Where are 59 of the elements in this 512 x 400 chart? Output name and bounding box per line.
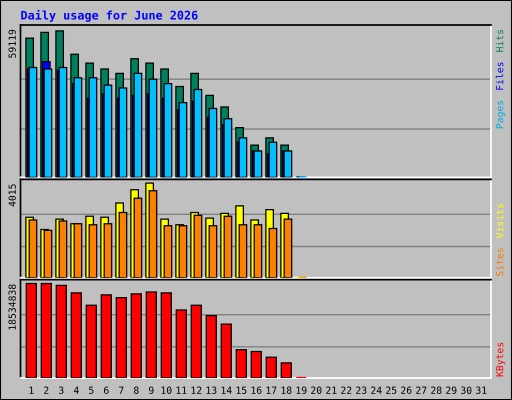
x-tick-label: 18 <box>282 386 292 394</box>
x-tick-label: 17 <box>266 386 276 394</box>
x-tick-label: 16 <box>252 386 262 394</box>
bar <box>250 350 262 378</box>
bar <box>40 282 52 378</box>
x-tick-label: 29 <box>446 386 456 394</box>
text: Visits <box>496 204 504 238</box>
x-tick-label: 23 <box>356 386 366 394</box>
x-tick-label: 9 <box>148 386 154 394</box>
x-tick-label: 10 <box>162 386 172 394</box>
text: Hits <box>496 30 504 52</box>
bar <box>280 362 292 378</box>
text: Files <box>496 62 504 90</box>
x-tick-label: 22 <box>341 386 352 394</box>
x-tick-label: 27 <box>416 386 426 394</box>
bar <box>86 304 97 378</box>
x-tick-label: 2 <box>44 386 48 394</box>
x-tick-label: 1 <box>30 386 34 394</box>
text: KBytes <box>496 342 506 376</box>
bar <box>56 284 67 378</box>
x-tick-label: 24 <box>371 386 382 394</box>
bar <box>130 293 142 378</box>
bar <box>146 291 157 378</box>
x-tick-label: 21 <box>326 386 336 394</box>
x-tick-label: 25 <box>386 386 396 394</box>
x-tick-label: 13 <box>206 386 216 394</box>
x-tick-label: 6 <box>104 386 109 394</box>
text: 18534838 <box>8 284 16 330</box>
x-tick-label: 28 <box>431 386 442 394</box>
x-tick-label: 5 <box>89 386 94 394</box>
x-tick-label: 7 <box>119 386 124 394</box>
bar <box>176 309 187 378</box>
text: Sites <box>496 248 504 276</box>
bar <box>116 297 127 378</box>
bar <box>190 304 202 378</box>
bar <box>26 282 37 378</box>
x-tick-label: 3 <box>59 386 64 394</box>
x-tick-label: 30 <box>461 386 472 394</box>
x-tick-label: 15 <box>236 386 246 394</box>
x-tick-label: 8 <box>134 386 139 394</box>
bar <box>236 349 247 378</box>
text: 59119 <box>8 30 16 58</box>
bar <box>206 314 217 378</box>
bar <box>160 292 172 378</box>
x-tick-label: 31 <box>476 386 486 394</box>
x-tick-label: 14 <box>222 386 232 394</box>
x-tick-label: 19 <box>296 386 306 394</box>
x-tick-label: 4 <box>74 386 79 394</box>
chart-title: Daily usage for June 2026 <box>21 10 198 22</box>
bar <box>266 356 277 378</box>
x-tick-label: 20 <box>311 386 322 394</box>
bar <box>70 292 82 378</box>
x-tick-label: 12 <box>192 386 202 394</box>
bar <box>220 323 232 378</box>
bar <box>100 294 112 378</box>
text: 4015 <box>8 184 16 206</box>
x-tick-label: 11 <box>176 386 186 394</box>
x-tick-label: 26 <box>401 386 412 394</box>
text: Pages <box>496 100 506 128</box>
